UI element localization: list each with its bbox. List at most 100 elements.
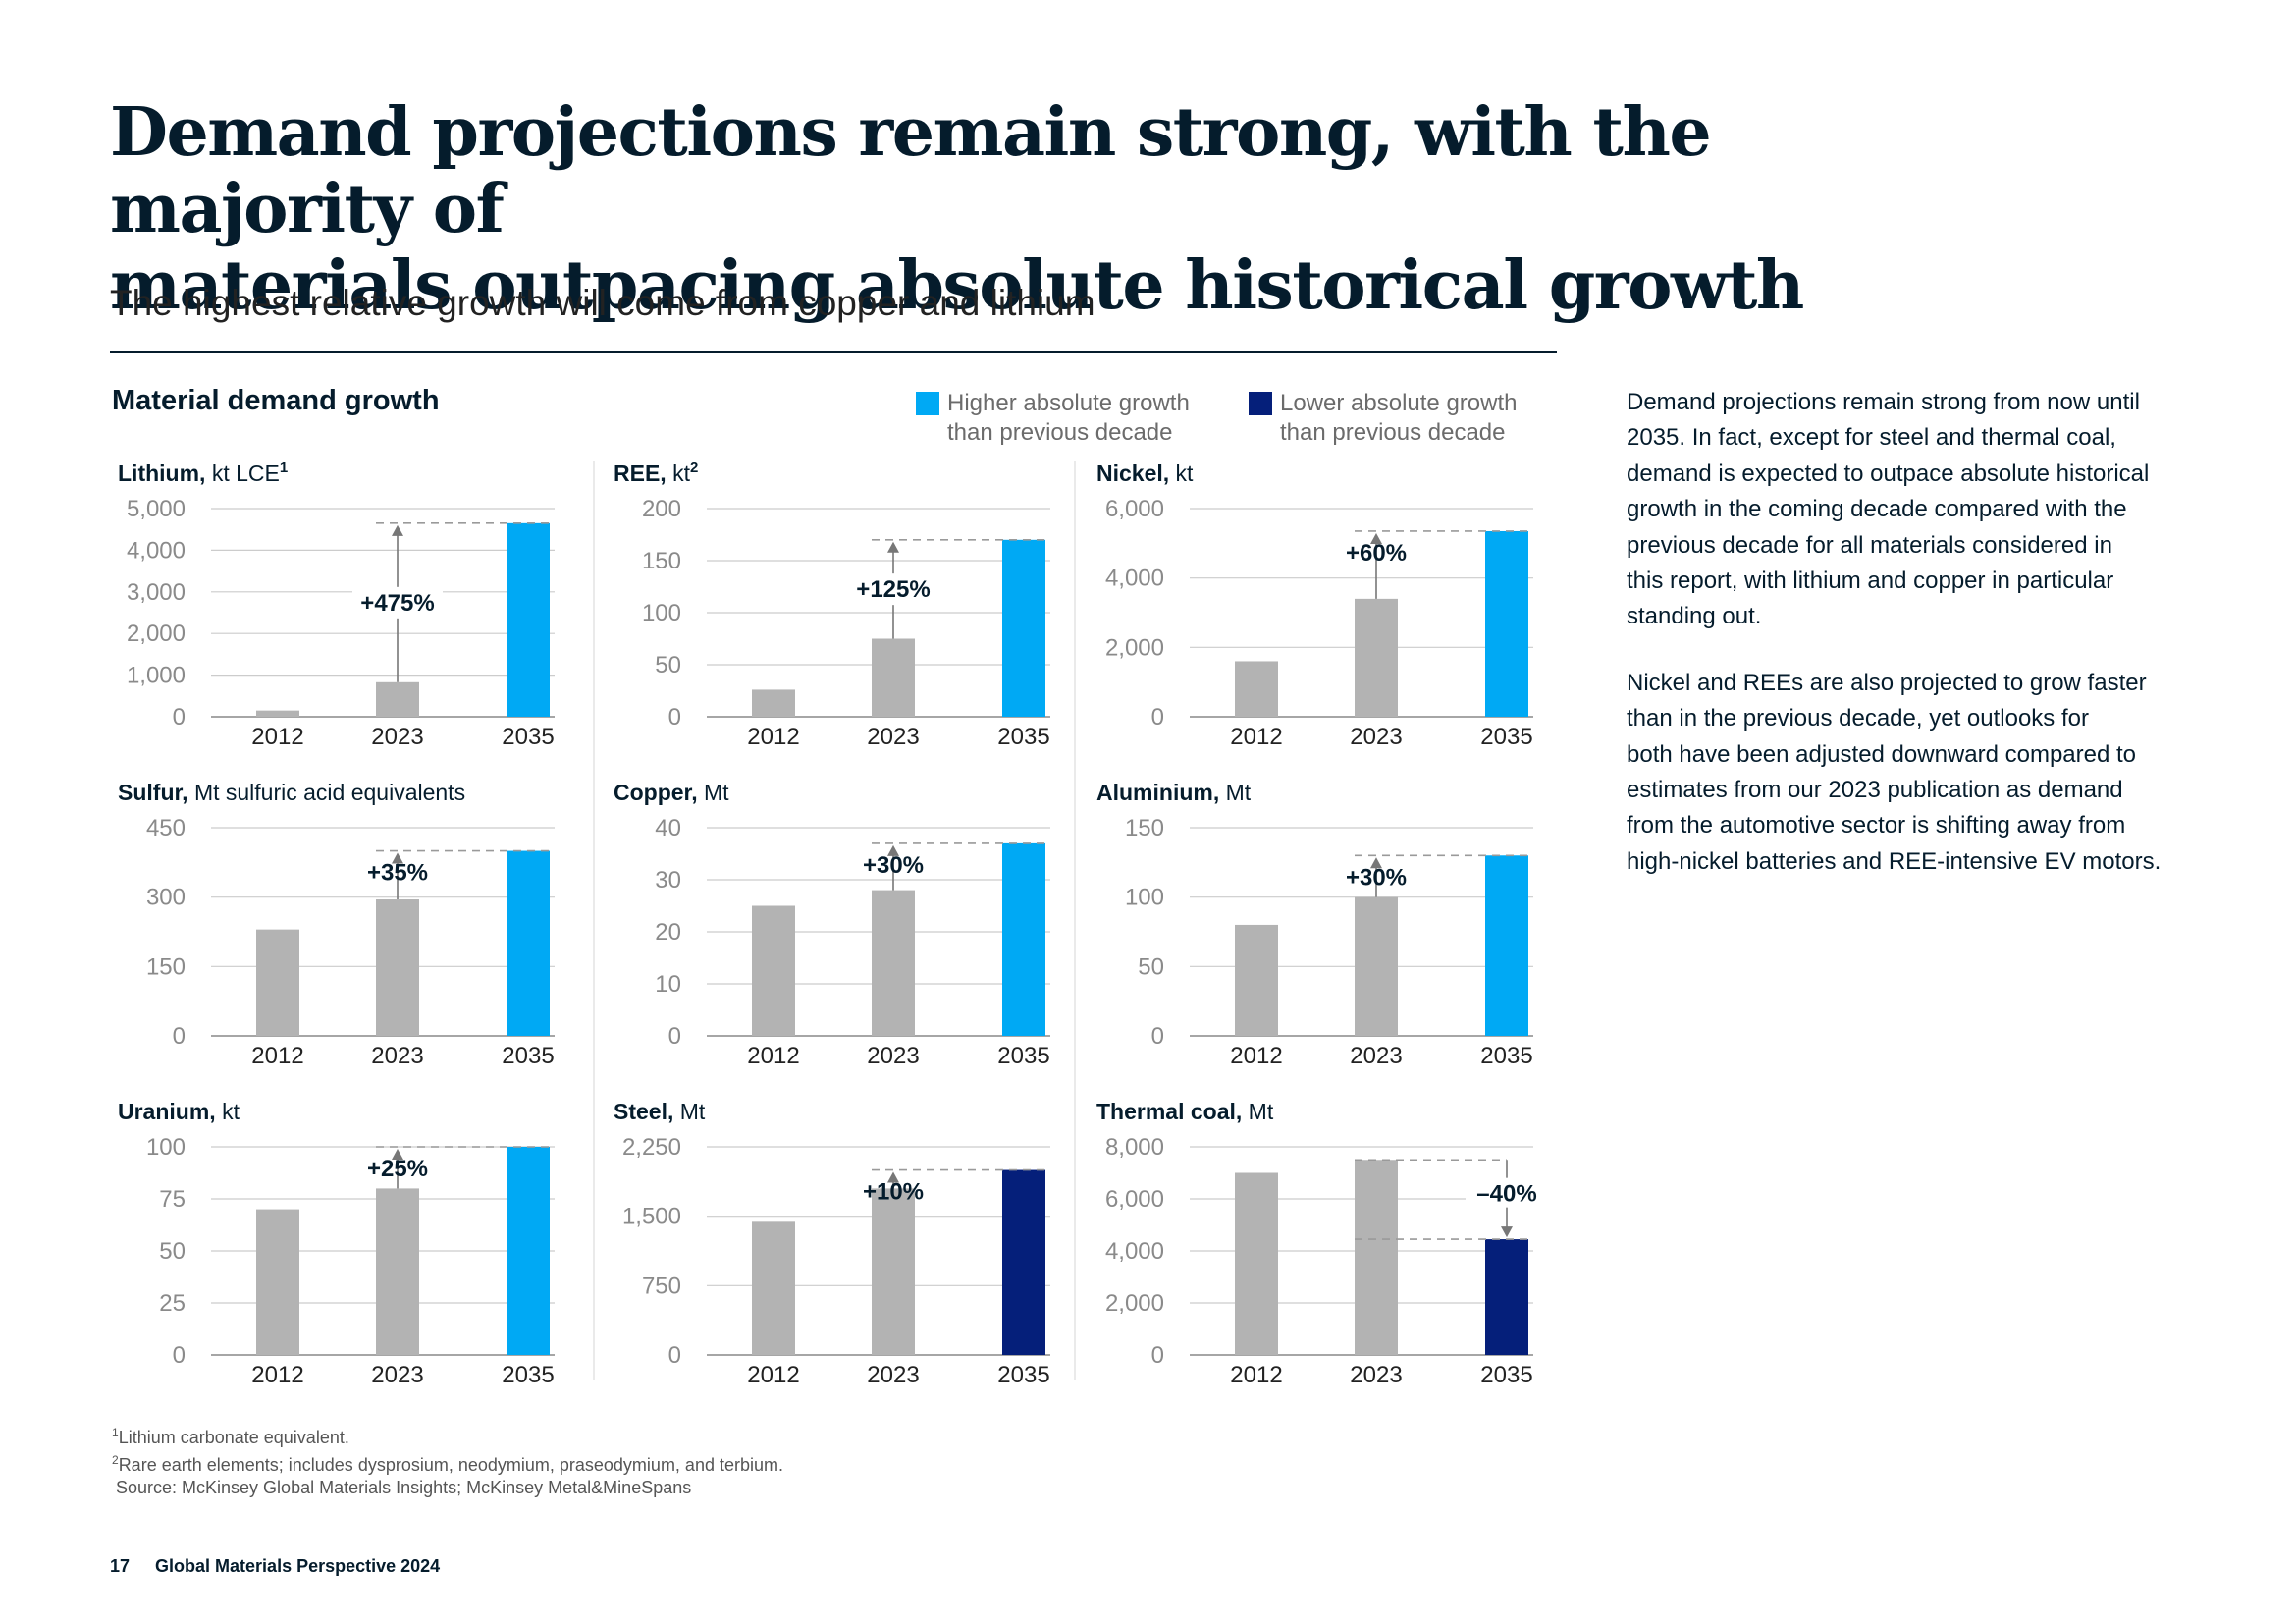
- bar-2023: [872, 638, 915, 717]
- y-tick-label: 50: [655, 652, 681, 678]
- growth-arrow-head: [392, 1149, 403, 1160]
- growth-arrow-head: [1501, 1226, 1513, 1238]
- legend-lower-line-2: than previous decade: [1280, 419, 1506, 446]
- page-title: Demand projections remain strong, with t…: [110, 94, 2024, 324]
- y-tick-label: 30: [655, 867, 681, 893]
- y-tick-label: 4,000: [1105, 1238, 1164, 1265]
- legend-higher: Higher absolute growth than previous dec…: [916, 389, 1232, 448]
- page-footer: 17 Global Materials Perspective 2024: [110, 1556, 465, 1577]
- chart-title: Aluminium, Mt: [1096, 780, 1252, 805]
- chart-thermalcoal: Thermal coal, Mt 0 2,000 4,000 6,000 8,000 201…: [1096, 1099, 1548, 1388]
- x-tick-label: 2023: [371, 1362, 423, 1388]
- bar-2035: [1002, 1169, 1045, 1355]
- bar-2035: [1002, 539, 1045, 717]
- bar-2035: [1485, 1239, 1528, 1355]
- chart-title-footnote-marker: 1: [280, 460, 288, 476]
- chart-title-bold: Lithium,: [118, 460, 205, 486]
- chart-aluminium: Aluminium, Mt 0 50 100 150 2012 2023 2035 +30%: [1096, 780, 1533, 1069]
- x-tick-label: 2023: [1350, 1362, 1402, 1388]
- x-tick-label: 2023: [1350, 724, 1402, 750]
- bar-2012: [752, 689, 795, 717]
- x-tick-label: 2035: [1480, 1043, 1532, 1069]
- bar-2035: [507, 1147, 550, 1355]
- chart-lithium: Lithium, kt LCE1 0 1,000 2,000 3,000 4,000 5,0…: [118, 460, 555, 750]
- commentary: Demand projections remain strong from no…: [1627, 385, 2216, 910]
- y-tick-label: 750: [642, 1272, 681, 1299]
- header-divider: [110, 351, 1557, 353]
- y-tick-label: 200: [642, 496, 681, 522]
- legend-lower: Lower absolute growth than previous deca…: [1249, 389, 1565, 448]
- chart-title-bold: Steel,: [614, 1099, 673, 1124]
- chart-title-unit: kt: [216, 1099, 240, 1124]
- growth-arrow-head: [1370, 857, 1382, 869]
- bar-2035: [507, 850, 550, 1036]
- y-tick-label: 2,250: [622, 1134, 681, 1161]
- y-tick-label: 100: [146, 1134, 186, 1161]
- bar-2023: [872, 1188, 915, 1355]
- x-tick-label: 2023: [867, 1043, 919, 1069]
- bar-2012: [256, 929, 299, 1036]
- growth-label: +30%: [1346, 864, 1407, 891]
- y-tick-label: 150: [642, 548, 681, 574]
- footnote-2-marker: 2: [112, 1453, 119, 1467]
- bar-2023: [1355, 1160, 1398, 1355]
- commentary-p1-line: growth in the coming decade compared wit…: [1627, 496, 2127, 523]
- growth-arrow-head: [887, 1171, 899, 1183]
- y-tick-label: 300: [146, 885, 186, 911]
- legend-lower-swatch: [1249, 392, 1272, 415]
- source-note: Source: McKinsey Global Materials Insigh…: [116, 1478, 692, 1497]
- chart-title-unit: Mt: [1219, 780, 1252, 805]
- growth-arrow-head: [392, 524, 403, 536]
- chart-nickel: Nickel, kt 0 2,000 4,000 6,000 2012 2023 2035 +6…: [1096, 460, 1533, 750]
- chart-title-bold: Nickel,: [1096, 460, 1169, 486]
- footnote-1-marker: 1: [112, 1426, 119, 1439]
- y-tick-label: 0: [173, 1023, 186, 1050]
- x-tick-label: 2035: [502, 724, 554, 750]
- chart-title-unit: Mt: [698, 780, 730, 805]
- chart-title: Lithium, kt LCE1: [118, 460, 288, 486]
- chart-title: Copper, Mt: [614, 780, 729, 805]
- bar-2012: [1235, 924, 1278, 1036]
- commentary-p2-line: both have been adjusted downward compare…: [1627, 740, 2137, 768]
- chart-title-unit: Mt sulfuric acid equivalents: [188, 780, 466, 805]
- chart-title-bold: Sulfur,: [118, 780, 188, 805]
- chart-sulfur: Sulfur, Mt sulfuric acid equivalents 0 150…: [118, 780, 555, 1069]
- x-tick-label: 2023: [371, 1043, 423, 1069]
- y-tick-label: 8,000: [1105, 1134, 1164, 1161]
- chart-title: Nickel, kt: [1096, 460, 1194, 486]
- y-tick-label: 5,000: [127, 496, 186, 522]
- commentary-p2-line: estimates from our 2023 publication as d…: [1627, 777, 2123, 804]
- growth-arrow-head: [887, 844, 899, 856]
- growth-arrow-head: [887, 541, 899, 553]
- growth-label: +30%: [863, 852, 924, 879]
- legend-lower-line-1: Lower absolute growth: [1280, 390, 1518, 416]
- legend-higher-label: Higher absolute growth than previous dec…: [947, 389, 1232, 448]
- x-tick-label: 2035: [502, 1043, 554, 1069]
- growth-label-backdrop: [848, 573, 938, 606]
- y-tick-label: 6,000: [1105, 1186, 1164, 1213]
- growth-label: +475%: [360, 590, 434, 617]
- y-tick-label: 150: [1125, 815, 1164, 841]
- x-tick-label: 2012: [1230, 1043, 1282, 1069]
- commentary-p2-line: than in the previous decade, yet outlook…: [1627, 705, 2089, 732]
- bar-2023: [376, 681, 419, 717]
- bar-2023: [872, 890, 915, 1036]
- x-tick-label: 2012: [747, 1043, 799, 1069]
- chart-title-bold: Aluminium,: [1096, 780, 1219, 805]
- y-tick-label: 0: [1151, 1342, 1164, 1369]
- growth-label-backdrop: [352, 586, 443, 619]
- legend-higher-line-2: than previous decade: [947, 419, 1173, 446]
- x-tick-label: 2023: [867, 724, 919, 750]
- page-number: 17: [110, 1556, 131, 1576]
- bar-2035: [1485, 855, 1528, 1036]
- chart-uranium: Uranium, kt 0 25 50 75 100 2012 2023 2035 +25%: [118, 1099, 555, 1388]
- y-tick-label: 2,000: [1105, 634, 1164, 661]
- legend-higher-line-1: Higher absolute growth: [947, 390, 1190, 416]
- chart-title: Sulfur, Mt sulfuric acid equivalents: [118, 780, 465, 805]
- chart-title-unit: kt: [1169, 460, 1194, 486]
- chart-title: Thermal coal, Mt: [1096, 1099, 1274, 1124]
- chart-title: Steel, Mt: [614, 1099, 706, 1124]
- x-tick-label: 2012: [251, 1043, 303, 1069]
- footnote-2-text: Rare earth elements; includes dysprosium…: [118, 1455, 783, 1475]
- y-tick-label: 1,500: [622, 1204, 681, 1230]
